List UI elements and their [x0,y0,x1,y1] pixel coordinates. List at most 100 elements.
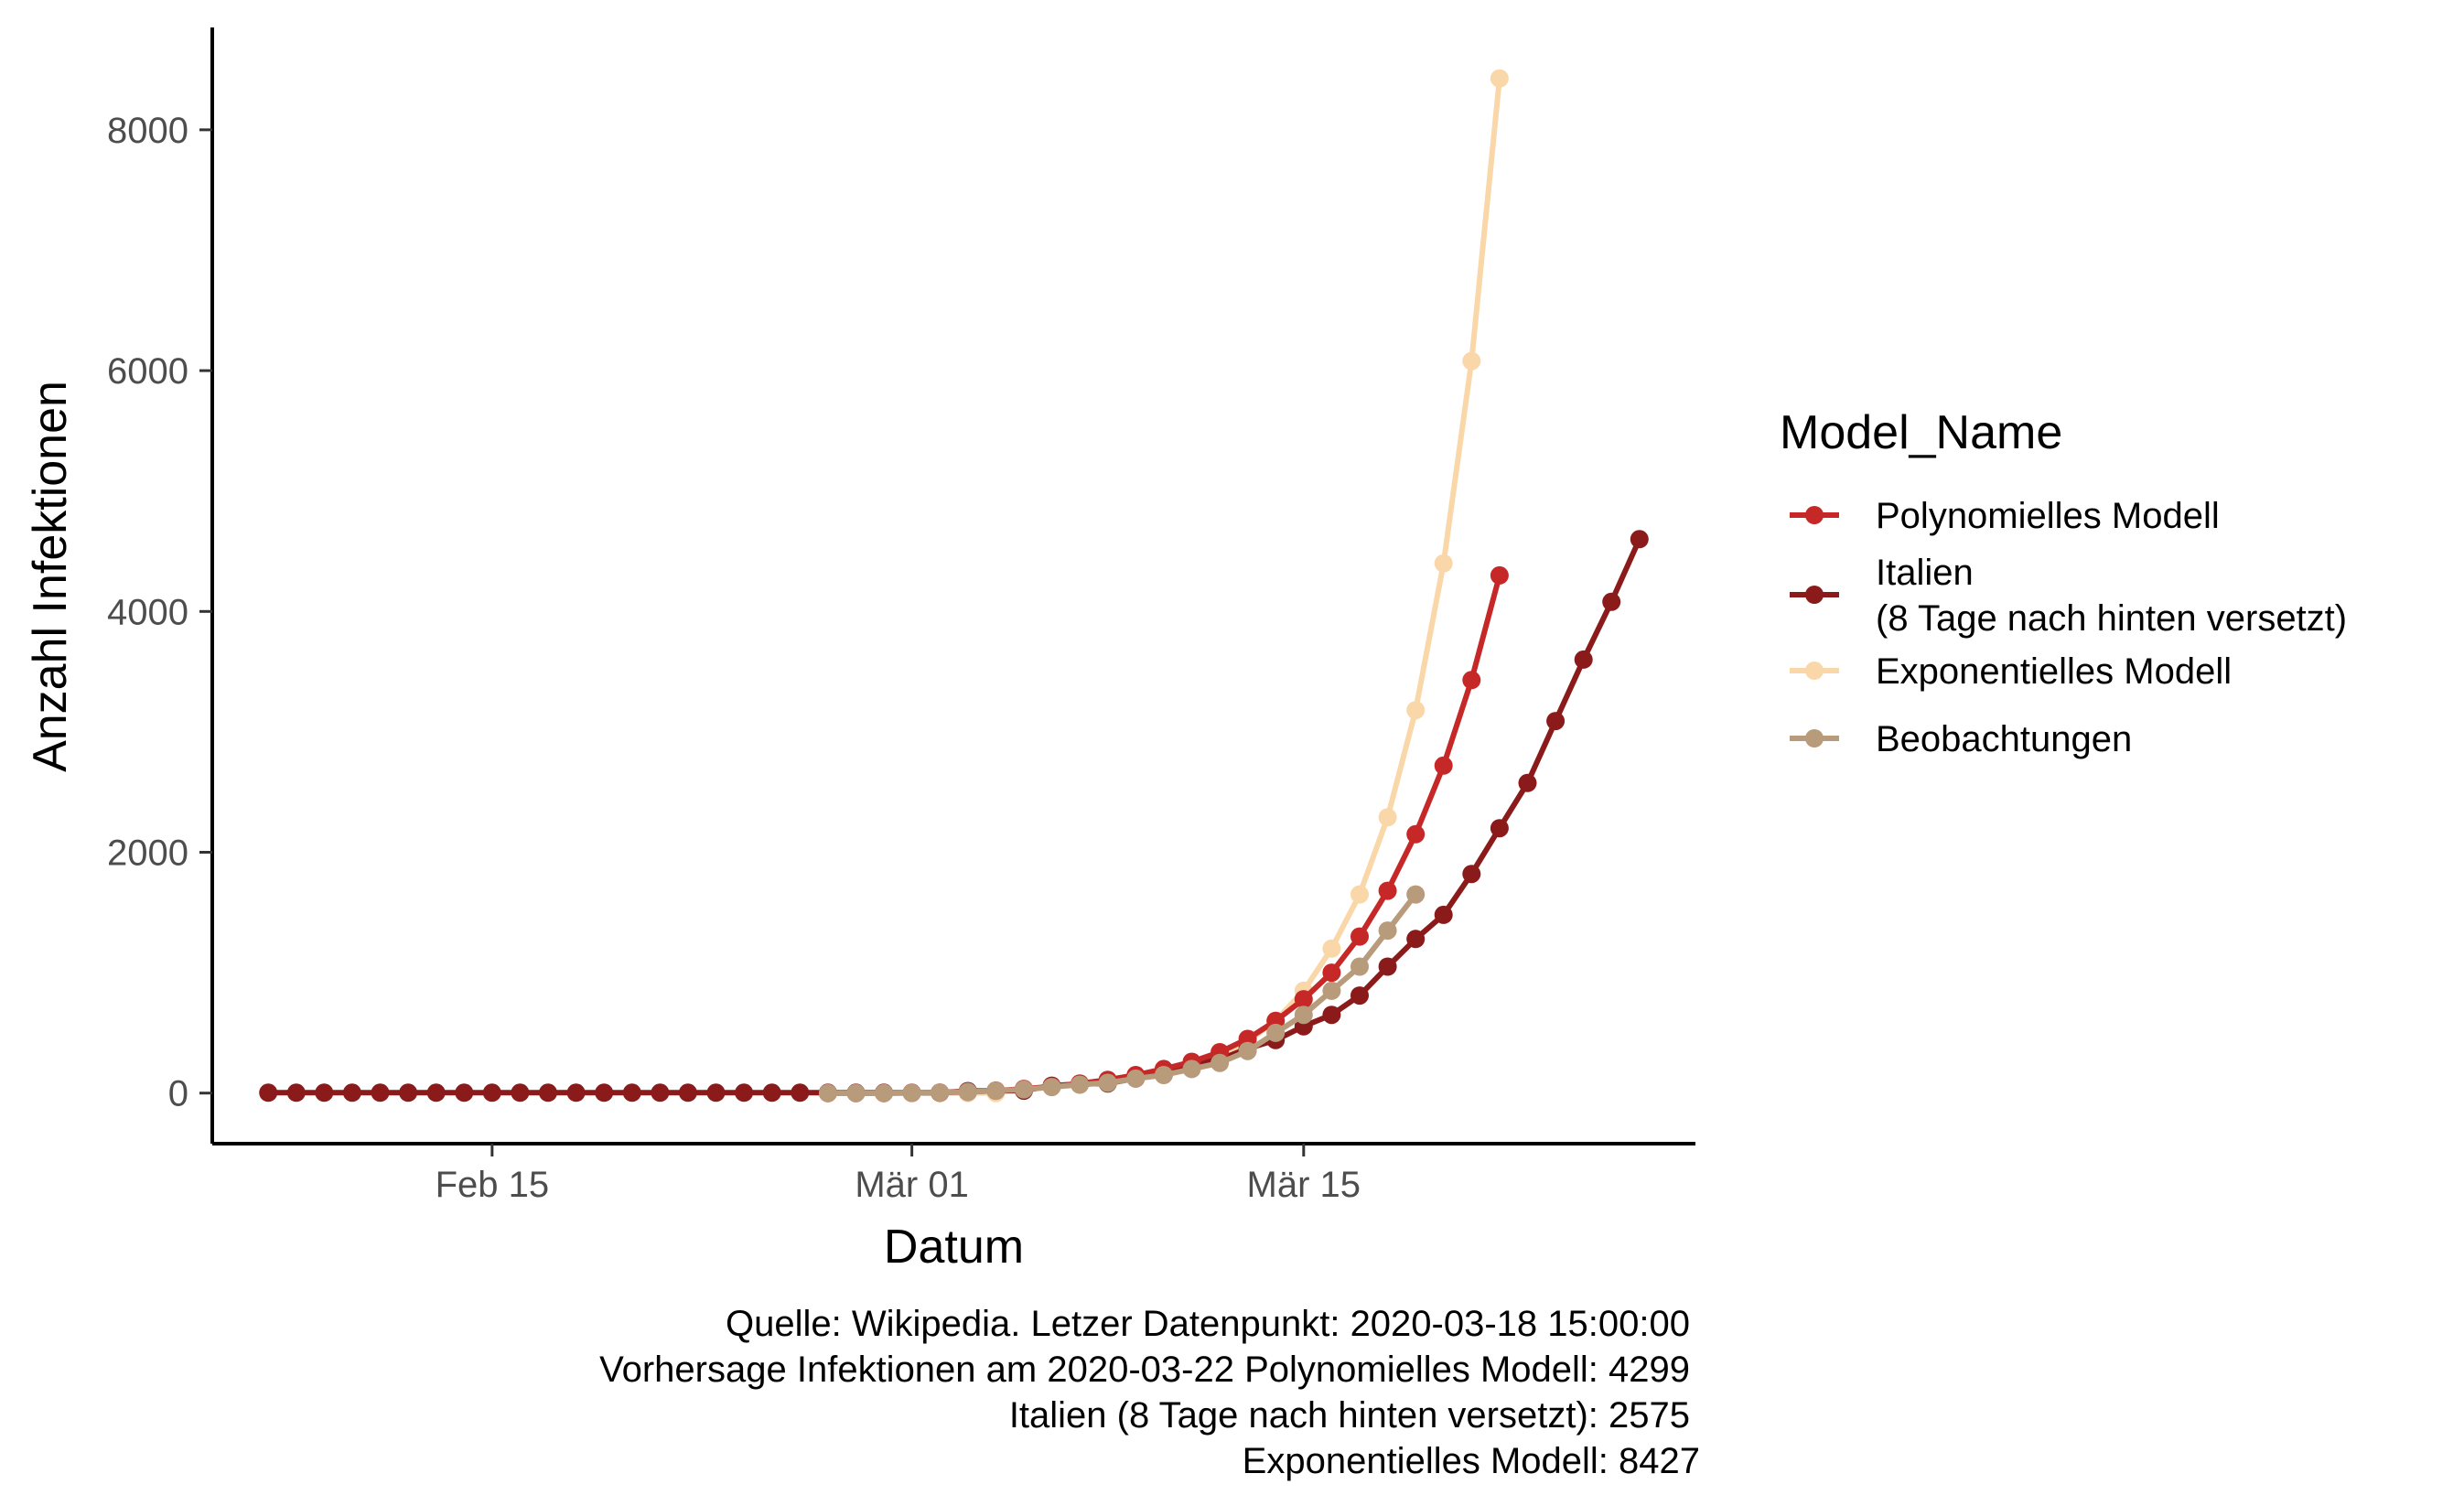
data-point-observed [1350,957,1369,976]
data-point-italy [1630,530,1649,549]
data-point-observed [1210,1053,1230,1072]
caption-line: Exponentielles Modell: 8427 [1243,1441,1700,1481]
data-point-observed [1322,981,1341,1000]
data-point-exponential [1378,808,1397,827]
data-point-observed [1266,1023,1286,1042]
axes: 0 2000 4000 6000 8000 Feb 15 Mär 01 Mär 15 Datum… [24,27,1695,1274]
data-point-italy [1462,865,1481,884]
data-point-exponential [1462,351,1481,371]
data-point-exponential [1490,69,1509,88]
series-observed [818,885,1426,1102]
data-point-exponential [1406,701,1426,720]
data-point-observed [1098,1073,1117,1092]
data-point-italy [622,1083,641,1102]
data-point-italy [1574,650,1593,669]
legend-key-point [1805,586,1824,604]
y-tick-label: 8000 [107,111,188,151]
data-point-italy [259,1083,278,1102]
series-italy [259,530,1649,1102]
data-point-italy [791,1083,810,1102]
legend-item-exponential: Exponentielles Modell [1790,651,2232,692]
data-point-italy [651,1083,670,1102]
series-layer [259,69,1649,1102]
data-point-italy [511,1083,530,1102]
series-line-polynomial [824,572,1502,1096]
data-point-exponential [1350,885,1369,904]
legend-item-italy: Italien (8 Tage nach hinten versetzt) [1790,553,2347,639]
legend-label: (8 Tage nach hinten versetzt) [1876,598,2347,639]
data-point-exponential [1434,554,1453,573]
series-polynomial [818,565,1509,1102]
legend-key-point [1805,506,1824,524]
data-point-italy [482,1083,501,1102]
data-point-italy [1602,592,1621,611]
data-point-italy [455,1083,474,1102]
data-point-italy [1490,819,1509,838]
y-axis-title: Anzahl Infektionen [24,381,77,772]
data-point-polynomial [1406,824,1426,844]
data-point-italy [286,1083,306,1102]
series-line-exponential [824,75,1502,1096]
data-point-italy [399,1083,418,1102]
data-point-italy [566,1083,586,1102]
x-tick-label: Mär 15 [1247,1165,1361,1205]
data-point-observed [846,1083,866,1102]
data-point-polynomial [1434,756,1453,775]
legend-item-polynomial: Polynomielles Modell [1790,496,2220,536]
data-point-observed [1126,1069,1146,1088]
data-point-observed [902,1083,921,1102]
data-point-polynomial [1294,990,1313,1009]
x-tick-label: Feb 15 [436,1165,550,1205]
data-point-polynomial [1322,963,1341,983]
legend-label: Beobachtungen [1876,719,2132,759]
data-point-observed [1182,1059,1201,1079]
data-point-italy [678,1083,697,1102]
x-axis-title: Datum [884,1221,1024,1274]
caption-line: Italien (8 Tage nach hinten versetzt): 2… [1009,1395,1690,1436]
data-point-observed [1071,1075,1090,1094]
data-point-italy [706,1083,726,1102]
caption-line: Vorhersage Infektionen am 2020-03-22 Pol… [599,1350,1690,1390]
data-point-italy [1518,773,1537,792]
legend-key-point [1805,661,1824,680]
legend-label: Polynomielles Modell [1876,496,2220,536]
data-point-italy [315,1083,334,1102]
data-point-observed [958,1082,977,1102]
data-point-italy [371,1083,390,1102]
caption: Quelle: Wikipedia. Letzer Datenpunkt: 20… [599,1304,1700,1481]
data-point-observed [1154,1066,1173,1084]
data-point-polynomial [1378,881,1397,900]
data-point-italy [539,1083,557,1102]
data-point-observed [986,1081,1006,1101]
data-point-italy [1378,957,1397,976]
data-point-observed [875,1083,893,1102]
data-point-italy [1322,1006,1341,1025]
data-point-observed [1406,885,1426,904]
data-point-polynomial [1490,565,1509,585]
data-point-exponential [1322,939,1341,958]
data-point-observed [1378,921,1397,941]
data-point-italy [762,1083,781,1102]
y-tick-label: 0 [168,1074,188,1114]
data-point-italy [1350,986,1369,1006]
data-point-observed [1294,1006,1313,1025]
data-point-italy [1406,930,1426,949]
data-point-italy [1546,712,1566,731]
legend: Model_Name Polynomielles Modell Italien (8 … [1780,406,2347,759]
data-point-italy [426,1083,446,1102]
legend-key-point [1805,729,1824,748]
data-point-polynomial [1462,671,1481,690]
data-point-observed [1042,1078,1061,1097]
data-point-observed [1238,1041,1257,1060]
series-line-observed [824,891,1419,1096]
data-point-polynomial [1350,927,1369,946]
y-tick-label: 6000 [107,351,188,392]
legend-item-observed: Beobachtungen [1790,719,2132,759]
data-point-italy [1434,905,1453,924]
data-point-observed [1015,1080,1033,1099]
data-point-italy [595,1083,614,1102]
legend-title: Model_Name [1780,406,2062,459]
data-point-observed [931,1083,950,1102]
y-tick-label: 4000 [107,592,188,632]
